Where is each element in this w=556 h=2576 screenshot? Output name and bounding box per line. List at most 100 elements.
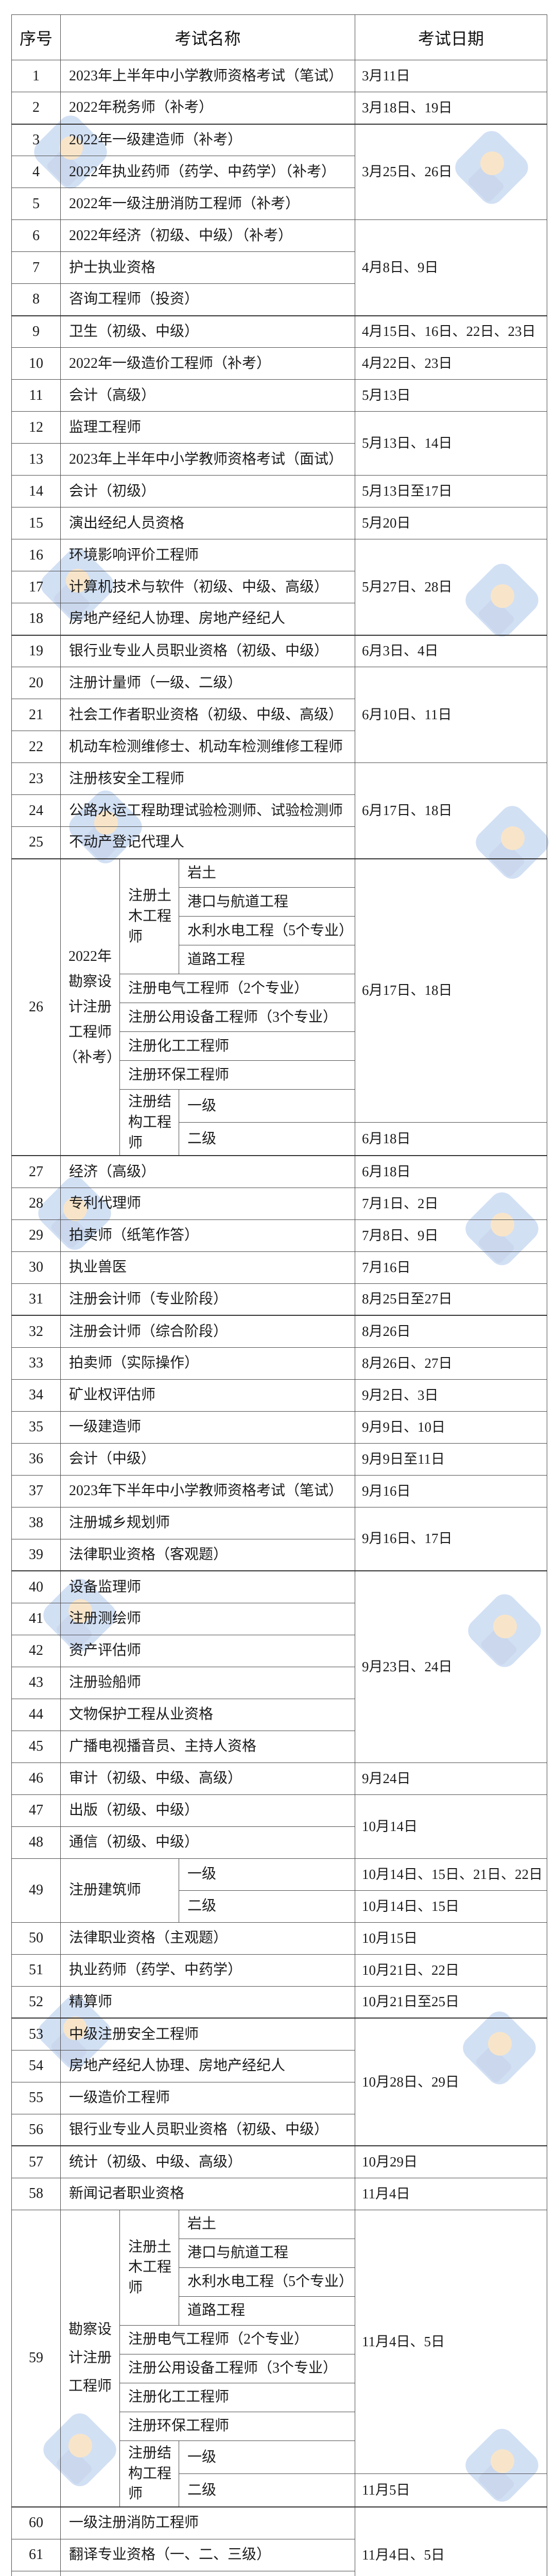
table-row: 注册电气工程师（2个专业） xyxy=(12,974,547,1003)
exam-date-cell: 11月4日 xyxy=(355,2177,547,2210)
exam-name-cell: 公路水运工程助理试验检测师、试验检测师 xyxy=(60,794,355,827)
exam-date-cell: 6月17日、18日 xyxy=(355,762,547,859)
row-number-cell: 16 xyxy=(11,539,61,571)
exam-name-cell: 法律职业资格（客观题） xyxy=(60,1538,355,1571)
row-number-cell: 1 xyxy=(11,60,61,92)
exam-date-cell: 6月18日 xyxy=(355,1155,547,1188)
row-number-cell: 6 xyxy=(11,219,61,252)
exam-name-cell: 注册会计师（综合阶段） xyxy=(60,1315,355,1348)
exam-name-cell: 新闻记者职业资格 xyxy=(60,2177,355,2210)
table-row: 22 机动车检测维修士、机动车检测维修工程师 xyxy=(11,731,547,763)
exam-name-cell: 二级 xyxy=(179,1122,355,1156)
table-row: 19 银行业专业人员职业资格（初级、中级） 6月3日、4日 xyxy=(11,634,547,667)
exam-name-cell: 2023年上半年中小学教师资格考试（笔试） xyxy=(60,60,355,92)
exam-date-cell: 9月23日、24日 xyxy=(355,1570,547,1763)
row-number-cell: 22 xyxy=(11,731,61,763)
exam-date-cell: 3月18日、19日 xyxy=(355,92,547,124)
table-row: 10 2022年一级造价工程师（补考） 4月22日、23日 xyxy=(11,347,547,380)
exam-name-cell: 岩土 xyxy=(179,2209,355,2239)
row-number-cell: 10 xyxy=(11,347,61,380)
exam-date-cell: 7月16日 xyxy=(355,1251,547,1284)
row-number-cell: 54 xyxy=(11,2049,61,2082)
exam-date-cell: 9月9日、10日 xyxy=(355,1411,547,1444)
table-row: 46 审计（初级、中级、高级） 9月24日 xyxy=(11,1762,547,1795)
exam-name-cell: 注册会计师（专业阶段） xyxy=(60,1283,355,1316)
table-row: 11 会计（高级） 5月13日 xyxy=(11,379,547,412)
exam-name-cell: 会计（高级） xyxy=(60,379,355,412)
exam-name-cell: 注册电气工程师（2个专业） xyxy=(119,2325,355,2354)
row-number-cell: 3 xyxy=(11,123,61,156)
table-row: 26 2022年勘察设计注册工程师（补考） 注册土木工程师 岩土 6月17日、18日 xyxy=(11,858,547,1156)
row-number-cell: 11 xyxy=(11,379,61,412)
exam-date-cell: 5月20日 xyxy=(355,507,547,539)
table-row: 12 监理工程师 5月13日、14日 xyxy=(11,411,547,476)
row-number-cell: 30 xyxy=(11,1251,61,1284)
exam-date-cell: 11月4日、5日 xyxy=(355,2209,547,2475)
table-row: 59 勘察设计注册工程师 注册土木工程师 岩土 11月4日、5日 xyxy=(11,2209,547,2507)
table-row: 23 注册核安全工程师 6月17日、18日 xyxy=(11,762,547,859)
exam-name-cell: 经济（高级） xyxy=(60,1155,355,1188)
table-row: 28 专利代理师 7月1日、2日 xyxy=(11,1187,547,1220)
exam-date-cell: 8月26日 xyxy=(355,1315,547,1348)
table-row: 31 注册会计师（专业阶段） 8月25日至27日 xyxy=(11,1283,547,1316)
row-number-cell: 8 xyxy=(11,283,61,316)
exam-name-cell: 注册结构工程师 xyxy=(119,1089,179,1156)
exam-date-cell: 3月25日、26日 xyxy=(355,123,547,220)
table-row: 27 经济（高级） 6月18日 xyxy=(11,1155,547,1188)
exam-name-cell: 2022年勘察设计注册工程师（补考） xyxy=(60,858,121,1156)
table-row: 注册环保工程师 xyxy=(12,2411,547,2441)
table-row: 道路工程 xyxy=(12,2296,547,2326)
row-number-cell: 21 xyxy=(11,699,61,731)
exam-name-cell: 注册核安全工程师 xyxy=(60,762,355,795)
table-row: 注册公用设备工程师（3个专业） xyxy=(12,2353,547,2383)
exam-name-cell: 矿业权评估师 xyxy=(60,1379,355,1412)
table-row: 40 设备监理师 9月23日、24日 xyxy=(11,1570,547,1763)
row-number-cell: 52 xyxy=(11,1986,61,2019)
row-number-cell: 62 xyxy=(11,2570,61,2576)
table-row: 47 出版（初级、中级） 10月14日 xyxy=(11,1794,547,1859)
row-number-cell: 7 xyxy=(11,251,61,284)
row-number-cell: 61 xyxy=(11,2538,61,2571)
exam-name-cell: 护士执业资格 xyxy=(60,251,355,284)
exam-date-cell: 5月13日 xyxy=(355,379,547,412)
row-number-cell: 48 xyxy=(11,1826,61,1859)
row-number-cell: 31 xyxy=(11,1283,61,1316)
exam-name-cell: 勘察设计注册工程师 xyxy=(60,2209,120,2507)
table-row: 16 环境影响评价工程师 5月27日、28日 xyxy=(11,539,547,635)
exam-name-cell: 专利代理师 xyxy=(60,1187,355,1220)
table-row: 13 2023年上半年中小学教师资格考试（面试） xyxy=(11,443,547,476)
row-number-cell: 35 xyxy=(11,1411,61,1444)
exam-name-cell: 岩土 xyxy=(179,858,355,888)
exam-name-cell: 注册化工工程师 xyxy=(119,2382,355,2412)
table-body: 1 2023年上半年中小学教师资格考试（笔试） 3月11日 2 2022年税务师（补考）… xyxy=(11,60,547,2576)
exam-date-cell: 10月28日、29日 xyxy=(355,2018,547,2146)
row-number-cell: 15 xyxy=(11,507,61,539)
row-number-cell: 24 xyxy=(11,794,61,827)
exam-date-cell: 6月10日、11日 xyxy=(355,667,547,763)
row-number-cell: 17 xyxy=(11,571,61,603)
table-row: 62计算机技术与软件（初级、中级、高级） xyxy=(11,2570,547,2576)
exam-name-cell: 二级 xyxy=(179,1890,355,1923)
exam-name-cell: 一级注册消防工程师 xyxy=(60,2506,355,2539)
row-number-cell: 50 xyxy=(11,1922,61,1955)
exam-date-cell: 4月15日、16日、22日、23日 xyxy=(355,315,547,348)
exam-name-cell: 2022年一级注册消防工程师（补考） xyxy=(60,188,355,220)
table-row: 33 拍卖师（实际操作） 8月26日、27日 xyxy=(11,1347,547,1380)
table-row: 44 文物保护工程从业资格 xyxy=(11,1698,547,1731)
row-number-cell: 46 xyxy=(11,1762,61,1795)
exam-date-cell: 7月8日、9日 xyxy=(355,1219,547,1252)
row-number-cell: 19 xyxy=(11,634,61,667)
table-row: 50 法律职业资格（主观题） 10月15日 xyxy=(11,1922,547,1955)
exam-date-cell: 8月25日至27日 xyxy=(355,1283,547,1316)
exam-date-cell: 9月16日、17日 xyxy=(355,1506,547,1571)
exam-name-cell: 注册化工工程师 xyxy=(119,1031,355,1061)
exam-name-cell: 拍卖师（纸笔作答） xyxy=(60,1219,355,1252)
table-row: 注册公用设备工程师（3个专业） xyxy=(12,1003,547,1032)
row-number-cell: 23 xyxy=(11,762,61,795)
exam-date-cell: 7月1日、2日 xyxy=(355,1187,547,1220)
table-row: 注册电气工程师（2个专业） xyxy=(12,2325,547,2354)
table-row: 30 执业兽医 7月16日 xyxy=(11,1251,547,1284)
exam-name-cell: 2022年执业药师（药学、中药学）（补考） xyxy=(60,156,355,188)
exam-name-cell: 法律职业资格（主观题） xyxy=(60,1922,355,1955)
exam-date-cell: 9月24日 xyxy=(355,1762,547,1795)
